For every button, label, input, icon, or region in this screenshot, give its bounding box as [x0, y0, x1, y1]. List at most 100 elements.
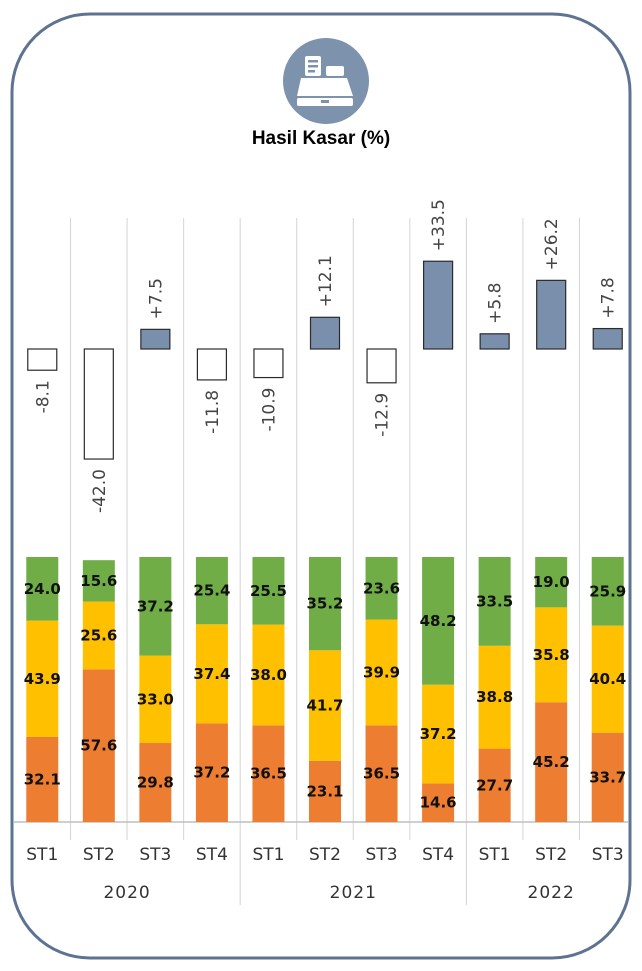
stacked-segment-yellow: [535, 607, 568, 703]
year-label: 2020: [103, 883, 150, 903]
segment-label: 38.8: [476, 688, 513, 706]
change-bar: [422, 260, 454, 350]
stacked-segment-orange: [478, 748, 511, 822]
segment-label: 33.5: [476, 592, 513, 610]
category-tick: ST2: [83, 845, 115, 865]
stacked-segment-orange: [365, 725, 398, 822]
segment-label: 32.1: [24, 770, 61, 788]
segment-label: 37.2: [193, 764, 230, 782]
stacked-segment-orange: [591, 732, 624, 822]
change-label: +12.1: [316, 255, 336, 307]
stacked-segment-yellow: [195, 624, 228, 724]
change-label: +7.8: [599, 277, 619, 318]
segment-label: 33.0: [137, 690, 174, 708]
change-bar: [83, 348, 114, 460]
year-label: 2021: [330, 883, 377, 903]
stacked-segment-green: [535, 557, 568, 608]
segment-label: 25.4: [193, 582, 230, 600]
stacked-segment-yellow: [591, 625, 624, 733]
segment-label: 14.6: [420, 794, 457, 812]
segment-label: 37.2: [137, 597, 174, 615]
category-tick: ST2: [535, 845, 567, 865]
category-tick: ST3: [139, 845, 171, 865]
category-tick: ST3: [366, 845, 398, 865]
segment-label: 36.5: [363, 765, 400, 783]
stacked-segment-yellow: [82, 601, 115, 670]
segment-label: 35.2: [306, 595, 343, 613]
segment-label: 25.9: [589, 582, 626, 600]
change-label: -8.1: [33, 380, 53, 413]
change-label: -12.9: [373, 393, 393, 437]
segment-label: 37.4: [193, 665, 230, 683]
stacked-segment-yellow: [139, 655, 172, 744]
segment-label: 37.2: [420, 725, 457, 743]
category-tick: ST1: [26, 845, 58, 865]
stacked-segment-orange: [422, 783, 455, 822]
change-bar: [536, 279, 567, 350]
stacked-segment-yellow: [422, 684, 455, 784]
stacked-segment-orange: [82, 669, 115, 822]
stacked-segment-green: [309, 557, 341, 651]
change-label: +7.5: [146, 278, 166, 319]
stacked-segment-orange: [26, 736, 59, 822]
segment-label: 35.8: [533, 646, 570, 664]
stacked-segment-green: [139, 557, 172, 656]
stacked-segment-green: [195, 557, 228, 625]
stacked-segment-green: [591, 557, 624, 626]
change-bar: [196, 348, 228, 381]
stacked-segment-yellow: [309, 650, 341, 761]
segment-label: 36.5: [250, 765, 287, 783]
change-bar: [253, 348, 284, 379]
change-bar: [592, 327, 623, 350]
stacked-segment-green: [478, 557, 511, 646]
segment-label: 57.6: [80, 737, 117, 755]
stacked-segment-orange: [139, 743, 172, 822]
segment-label: 23.6: [363, 579, 400, 597]
change-label: -11.8: [203, 390, 223, 434]
category-tick: ST1: [252, 845, 284, 865]
stacked-segment-orange: [309, 760, 341, 822]
category-tick: ST4: [422, 845, 454, 865]
segment-label: 45.2: [533, 753, 570, 771]
change-label: +26.2: [542, 218, 562, 270]
segment-label: 40.4: [589, 670, 626, 688]
segment-label: 33.7: [589, 768, 626, 786]
category-tick: ST3: [592, 845, 624, 865]
stacked-segment-orange: [535, 702, 568, 822]
segment-label: 25.6: [80, 626, 117, 644]
segment-label: 41.7: [306, 697, 343, 715]
stacked-segment-orange: [195, 723, 228, 822]
category-tick: ST4: [196, 845, 228, 865]
stacked-segment-green: [26, 557, 59, 621]
stacked-segment-yellow: [252, 624, 285, 726]
segment-label: 15.6: [80, 572, 117, 590]
change-bar: [309, 316, 341, 350]
category-tick: ST1: [479, 845, 511, 865]
segment-label: 48.2: [420, 612, 457, 630]
stacked-segment-yellow: [478, 645, 511, 749]
stacked-segment-green: [252, 557, 285, 625]
change-bar: [27, 348, 58, 371]
stacked-segment-green: [422, 557, 455, 685]
segment-label: 23.1: [306, 782, 343, 800]
segment-label: 43.9: [24, 670, 61, 688]
year-label: 2022: [528, 883, 575, 903]
change-label: -42.0: [90, 469, 110, 513]
category-tick: ST2: [309, 845, 341, 865]
segment-label: 24.0: [24, 580, 61, 598]
segment-label: 19.0: [533, 573, 570, 591]
cash-register-icon: [281, 36, 371, 126]
change-bar: [366, 348, 397, 384]
segment-label: 25.5: [250, 582, 287, 600]
stacked-segment-yellow: [365, 619, 398, 726]
change-label: +33.5: [429, 199, 449, 251]
change-label: +5.8: [486, 283, 506, 324]
segment-label: 39.9: [363, 663, 400, 681]
change-bar: [479, 333, 510, 350]
stacked-segment-green: [82, 560, 115, 602]
segment-label: 38.0: [250, 666, 287, 684]
change-label: -10.9: [259, 388, 279, 432]
chart-title: Hasil Kasar (%): [251, 128, 391, 149]
segment-label: 29.8: [137, 774, 174, 792]
